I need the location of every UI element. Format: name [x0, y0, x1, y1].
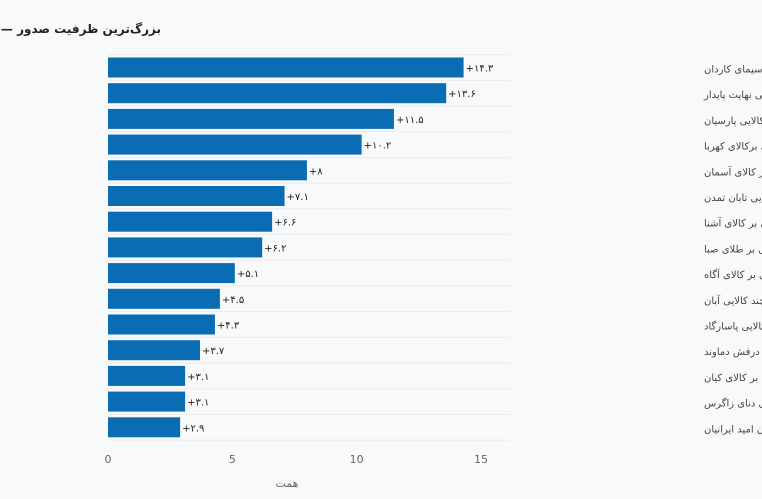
- category-label: چند کالایی دنای زاگرس: [704, 398, 762, 410]
- chart-title: بزرگ‌ترین ظرفیت صدور — طلا: [0, 21, 161, 37]
- category-label: مبتنی برکالای کهربا: [704, 142, 762, 153]
- category-label: مبتنی بر کالای کیان: [704, 373, 762, 384]
- bar-value-label: +۸: [309, 166, 323, 177]
- category-label: چند کالایی پاسارگاد: [704, 321, 762, 333]
- category-label: سیمای کاردان: [704, 65, 762, 76]
- bar-value-label: +۶.۶: [274, 218, 296, 229]
- bar-value-label: +۱۱.۵: [396, 115, 424, 126]
- x-tick-label: 5: [229, 453, 236, 466]
- bar-value-label: +۳.۷: [202, 346, 225, 357]
- category-label: کالایی تابان تمدن: [704, 193, 762, 204]
- x-tick-label: 10: [350, 453, 364, 466]
- bar: [108, 108, 394, 129]
- bar-value-label: +۶.۲: [264, 243, 286, 254]
- category-label: چند کالایی آبان: [704, 294, 762, 307]
- category-label: چند کالایی نهایت پایدار: [703, 90, 762, 101]
- category-label: در اوراق بهادار مبتنی بر طلای صبا: [704, 244, 762, 255]
- grid-lines: [108, 54, 510, 441]
- bar-value-label: +۳.۱: [187, 398, 209, 409]
- bar: [108, 237, 263, 258]
- x-axis-ticks: 0 5 10 15: [105, 453, 489, 466]
- category-label: مبتنی بر کالای آگاه: [704, 268, 762, 281]
- bars: +۱۴.۳ سیمای کاردان +۱۳.۶ چند کالایی نهایت پ…: [108, 57, 762, 438]
- category-label: کالایی درفش دماوند: [704, 347, 762, 358]
- bar: [108, 160, 307, 181]
- bar: [108, 365, 186, 386]
- bar: [108, 83, 447, 104]
- category-label: در اوراق بهادار مبتنی بر کالای آسمان: [704, 165, 762, 178]
- x-tick-label: 0: [105, 453, 112, 466]
- bar-value-label: +۱۰.۲: [364, 141, 392, 152]
- bar-value-label: +۳.۱: [187, 372, 209, 383]
- bar-value-label: +۴.۳: [217, 321, 240, 332]
- bar-value-label: +۱۴.۳: [466, 64, 494, 75]
- category-label: پشتوانه چند کالایی پارسیان: [704, 116, 762, 127]
- bar: [108, 340, 201, 361]
- x-tick-label: 15: [474, 453, 488, 466]
- bar: [108, 134, 362, 155]
- bar: [108, 288, 220, 309]
- bar-value-label: +۴.۵: [222, 295, 244, 306]
- category-label: در اوراق بهادار مبتنی بر کالای آشنا: [704, 217, 762, 230]
- x-axis-label: همت: [276, 477, 299, 490]
- bar-value-label: +۱۳.۶: [448, 89, 476, 100]
- bar: [108, 211, 273, 232]
- bar: [108, 391, 186, 412]
- bar: [108, 314, 215, 335]
- bar-value-label: +۲.۹: [182, 423, 204, 434]
- category-label: پشتوانه سکه طلای زرافشان امید ایرانیان: [704, 424, 762, 435]
- bar: [108, 57, 464, 78]
- bar: [108, 186, 285, 206]
- bar-value-label: +۷.۱: [287, 192, 309, 203]
- bar: [108, 417, 181, 438]
- bar: [108, 263, 235, 284]
- bar-value-label: +۵.۱: [237, 269, 259, 280]
